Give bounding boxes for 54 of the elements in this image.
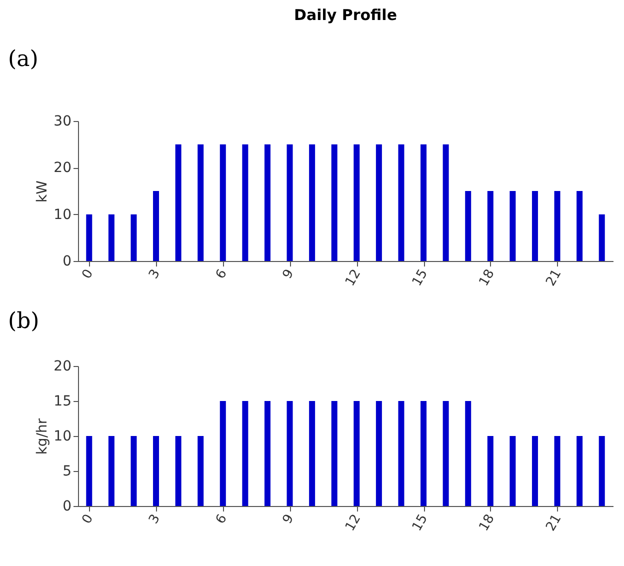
bar [153, 191, 160, 261]
y-axis-title: kg/hr [34, 418, 51, 455]
bar [465, 191, 472, 261]
bar [331, 144, 338, 261]
x-tick-label: 9 [280, 512, 298, 527]
bar [420, 144, 427, 261]
bar [264, 144, 270, 261]
y-tick-label: 30 [54, 114, 72, 130]
chart-title: Daily Profile [294, 6, 397, 24]
x-tick-label: 18 [476, 267, 498, 289]
bar [309, 144, 316, 261]
y-tick-label: 20 [54, 160, 72, 176]
bar [198, 144, 204, 261]
bar [130, 214, 137, 261]
bar [242, 144, 248, 261]
y-tick-label: 0 [62, 498, 72, 514]
bar [86, 214, 92, 261]
x-tick-label: 3 [146, 267, 164, 282]
x-tick-label: 6 [213, 267, 230, 282]
x-tick-label: 12 [342, 267, 364, 289]
y-tick-label: 10 [54, 206, 72, 223]
x-tick-label: 0 [79, 512, 97, 527]
text: (a) [8, 47, 38, 72]
bar [108, 214, 114, 261]
x-tick-label: 9 [280, 267, 298, 282]
y-tick-label: 10 [54, 428, 72, 444]
y-tick-label: 20 [54, 358, 72, 374]
y-tick-label: 15 [54, 394, 72, 410]
bar [442, 144, 449, 261]
bar [554, 191, 560, 261]
bar [286, 144, 293, 261]
x-tick-label: 6 [213, 512, 230, 527]
bar [175, 144, 182, 261]
x-tick-label: 15 [410, 512, 431, 534]
y-axis-title: kW [34, 180, 51, 202]
bar [398, 144, 404, 261]
y-tick-label: 5 [62, 464, 72, 480]
bar [354, 144, 360, 261]
bar [376, 144, 382, 261]
x-tick-label: 21 [543, 267, 565, 289]
x-tick-label: 12 [342, 512, 364, 534]
x-tick-label: 21 [543, 512, 565, 534]
bar [576, 191, 583, 261]
bar [510, 191, 516, 261]
text: (b) [8, 309, 40, 334]
bar [220, 144, 226, 261]
y-tick-label: 0 [62, 254, 72, 270]
x-tick-label: 0 [79, 267, 97, 282]
x-tick-label: 15 [410, 267, 431, 289]
bar [487, 191, 494, 261]
bar [598, 214, 605, 261]
bar [532, 191, 538, 261]
x-tick-label: 18 [476, 512, 498, 534]
x-tick-label: 3 [146, 512, 164, 527]
